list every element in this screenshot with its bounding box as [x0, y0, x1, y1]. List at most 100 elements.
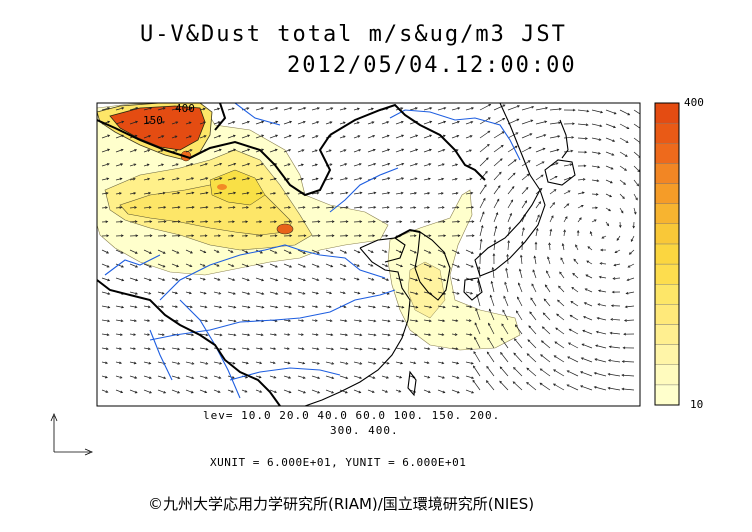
wind-arrowhead [174, 135, 178, 139]
wind-vector [311, 192, 319, 195]
wind-arrowhead [614, 250, 618, 253]
wind-vector [367, 291, 375, 295]
wind-arrowhead [343, 305, 347, 309]
wind-vector [519, 269, 523, 279]
wind-vector [143, 263, 152, 268]
wind-vector [608, 373, 621, 377]
wind-vector [577, 192, 585, 195]
wind-vector [171, 249, 179, 254]
wind-vector [395, 249, 402, 253]
wind-arrowhead [587, 246, 591, 249]
wind-vector [518, 282, 523, 293]
wind-arrowhead [442, 319, 446, 323]
wind-arrowhead [585, 137, 588, 140]
wind-vector [381, 163, 390, 167]
wind-arrowhead [120, 220, 124, 224]
wind-arrowhead [190, 163, 194, 166]
wind-vector [381, 192, 390, 195]
wind-arrowhead [486, 365, 489, 369]
wind-arrowhead [612, 277, 616, 280]
wind-arrowhead [371, 107, 374, 111]
wind-vector [582, 330, 593, 335]
wind-vector [479, 211, 485, 223]
wind-vector [549, 189, 557, 195]
wind-vector [185, 389, 194, 394]
wind-arrowhead [589, 231, 593, 234]
wind-vector [409, 277, 418, 281]
wind-arrowhead [303, 234, 307, 238]
wind-vector [185, 249, 193, 254]
wind-arrowhead [272, 361, 276, 365]
wind-vector [101, 207, 108, 209]
wind-vector [171, 389, 180, 394]
wind-arrowhead [288, 376, 292, 379]
wind-vector [619, 193, 625, 199]
wind-vector [115, 207, 122, 209]
wind-arrowhead [600, 248, 603, 252]
wind-arrowhead [273, 192, 277, 195]
wind-arrowhead [455, 163, 459, 167]
wind-arrowhead [525, 186, 529, 190]
wind-arrowhead [191, 333, 195, 337]
wind-vector [625, 305, 635, 308]
wind-arrowhead [624, 168, 627, 171]
wind-vector [479, 225, 483, 237]
wind-arrowhead [539, 187, 543, 191]
river-pearl [229, 367, 341, 381]
wind-arrowhead [135, 265, 139, 268]
wind-arrowhead [105, 347, 109, 351]
wind-vector [101, 192, 109, 195]
wind-arrowhead [120, 148, 124, 152]
wind-arrowhead [554, 175, 558, 179]
wind-arrowhead [232, 121, 236, 124]
wind-arrowhead [527, 339, 531, 342]
wind-vector [619, 137, 629, 143]
wind-vector [605, 151, 614, 156]
wind-vector [353, 375, 362, 379]
wind-arrowhead [427, 191, 431, 195]
wind-arrowhead [586, 109, 590, 113]
wind-vector [353, 333, 362, 336]
wind-arrowhead [176, 107, 180, 110]
wind-vector [213, 291, 221, 295]
wind-vector [311, 277, 319, 281]
wind-vector [325, 249, 334, 254]
wind-vector [339, 121, 346, 125]
wind-arrowhead [147, 347, 151, 351]
wind-vector [171, 135, 178, 139]
wind-arrowhead [273, 375, 277, 379]
wind-vector [563, 163, 572, 167]
wind-arrowhead [188, 277, 192, 281]
wind-arrowhead [555, 162, 559, 165]
wind-arrowhead [232, 206, 236, 209]
wind-vector [584, 302, 593, 307]
wind-vector [527, 339, 537, 349]
wind-arrowhead [415, 134, 419, 138]
wind-arrowhead [148, 206, 152, 209]
wind-vector [409, 163, 418, 167]
wind-vector [157, 249, 166, 254]
wind-arrowhead [205, 319, 209, 323]
wind-arrowhead [287, 192, 291, 195]
wind-arrowhead [233, 347, 237, 351]
vector-unit-scale: XUNIT = 6.000E+01, YUNIT = 6.000E+01 [210, 456, 467, 469]
wind-vector [227, 192, 236, 195]
wind-vector [171, 291, 178, 294]
wind-vector [101, 277, 110, 281]
wind-arrowhead [549, 228, 553, 232]
wind-vector [554, 341, 565, 349]
wind-vector [590, 231, 593, 237]
wind-vector [493, 104, 506, 111]
wind-vector [115, 333, 123, 336]
wind-vector [395, 148, 404, 153]
wind-vector [542, 326, 551, 335]
wind-vector [283, 333, 290, 336]
wind-vector [633, 165, 640, 172]
wind-vector [490, 295, 495, 307]
wind-arrowhead [162, 278, 166, 281]
wind-vector [381, 277, 389, 281]
wind-arrowhead [471, 107, 474, 110]
wind-vector [185, 221, 194, 223]
wind-arrowhead [287, 163, 291, 166]
wind-vector [241, 177, 250, 181]
